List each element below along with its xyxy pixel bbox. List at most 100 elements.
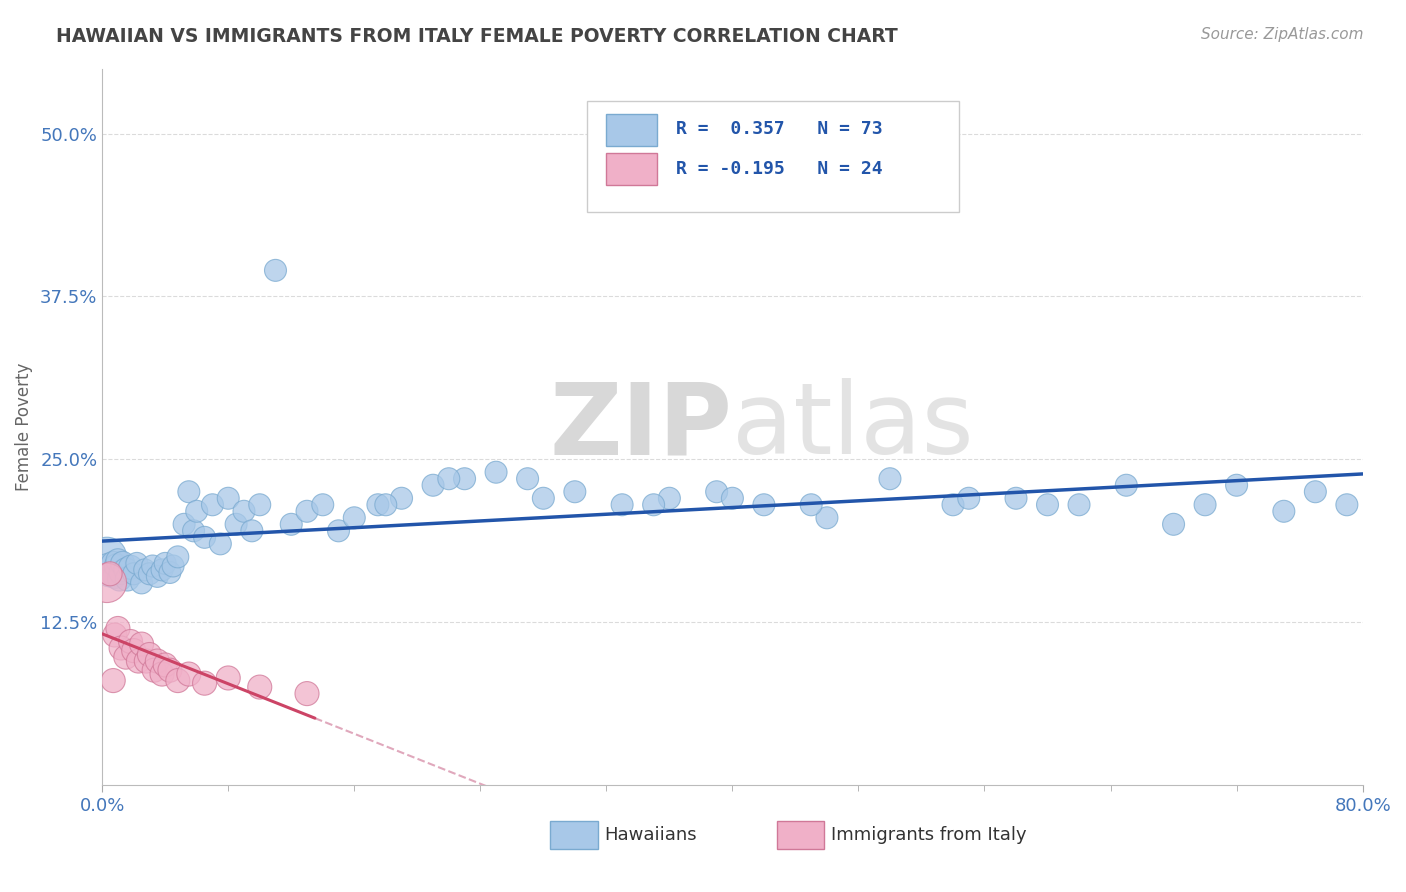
Point [153,557,176,571]
Point [104,628,127,642]
Point [328,524,350,538]
Text: Hawaiians: Hawaiians [603,826,696,844]
Text: R = -0.195   N = 24: R = -0.195 N = 24 [676,160,883,178]
Point [150,563,173,577]
Point [957,491,980,506]
Point [107,622,129,636]
Point [249,498,271,512]
Point [183,524,205,538]
Point [240,524,263,538]
Point [815,510,838,524]
Point [249,680,271,694]
Point [643,498,665,512]
FancyBboxPatch shape [606,113,657,146]
Point [135,654,157,668]
Point [343,510,366,524]
Point [177,484,200,499]
Text: Source: ZipAtlas.com: Source: ZipAtlas.com [1201,27,1364,42]
Point [108,572,131,586]
FancyBboxPatch shape [776,821,824,849]
Point [159,566,181,580]
Point [217,671,239,685]
Point [516,472,538,486]
Point [127,654,149,668]
Point [114,650,136,665]
Point [143,663,166,677]
Point [422,478,444,492]
Point [153,657,176,672]
Point [98,563,121,577]
Point [186,504,208,518]
FancyBboxPatch shape [606,153,657,186]
Point [1194,498,1216,512]
Point [391,491,413,506]
Point [233,504,256,518]
Point [658,491,681,506]
Text: ZIP: ZIP [550,378,733,475]
Point [1305,484,1327,499]
Point [295,687,318,701]
Point [98,566,121,581]
Point [142,559,165,574]
Point [800,498,823,512]
Point [374,498,396,512]
Point [610,498,633,512]
Point [114,563,136,577]
Text: HAWAIIAN VS IMMIGRANTS FROM ITALY FEMALE POVERTY CORRELATION CHART: HAWAIIAN VS IMMIGRANTS FROM ITALY FEMALE… [56,27,898,45]
Point [122,566,145,581]
Point [1163,517,1185,532]
Point [110,640,132,655]
Point [752,498,775,512]
Point [131,575,153,590]
Point [134,563,156,577]
Point [138,648,160,662]
Point [111,557,134,571]
Point [146,569,169,583]
Point [942,498,965,512]
Point [120,560,142,574]
Point [103,557,125,571]
Point [706,484,728,499]
Point [104,569,127,583]
Point [96,575,118,590]
Point [225,517,247,532]
Point [1036,498,1059,512]
Point [264,263,287,277]
Point [1226,478,1249,492]
Point [105,559,128,574]
Point [367,498,389,512]
Point [107,554,129,568]
Point [437,472,460,486]
FancyBboxPatch shape [550,821,598,849]
Point [194,676,217,690]
Point [564,484,586,499]
Point [280,517,302,532]
Point [1336,498,1358,512]
Point [485,465,508,479]
Point [120,634,142,648]
Point [194,530,217,544]
Point [162,559,184,574]
Point [122,643,145,657]
Point [1115,478,1137,492]
Point [201,498,224,512]
Point [138,566,160,581]
Point [295,504,318,518]
Point [125,557,148,571]
Point [159,663,181,677]
Point [177,667,200,681]
Point [131,637,153,651]
Point [166,549,188,564]
Point [150,667,173,681]
Point [110,566,132,580]
Point [1067,498,1090,512]
Point [453,472,475,486]
Point [1005,491,1028,506]
Point [117,572,139,586]
Point [312,498,335,512]
Point [217,491,239,506]
Y-axis label: Female Poverty: Female Poverty [15,362,32,491]
Point [173,517,195,532]
Point [531,491,554,506]
Text: Immigrants from Italy: Immigrants from Italy [831,826,1026,844]
